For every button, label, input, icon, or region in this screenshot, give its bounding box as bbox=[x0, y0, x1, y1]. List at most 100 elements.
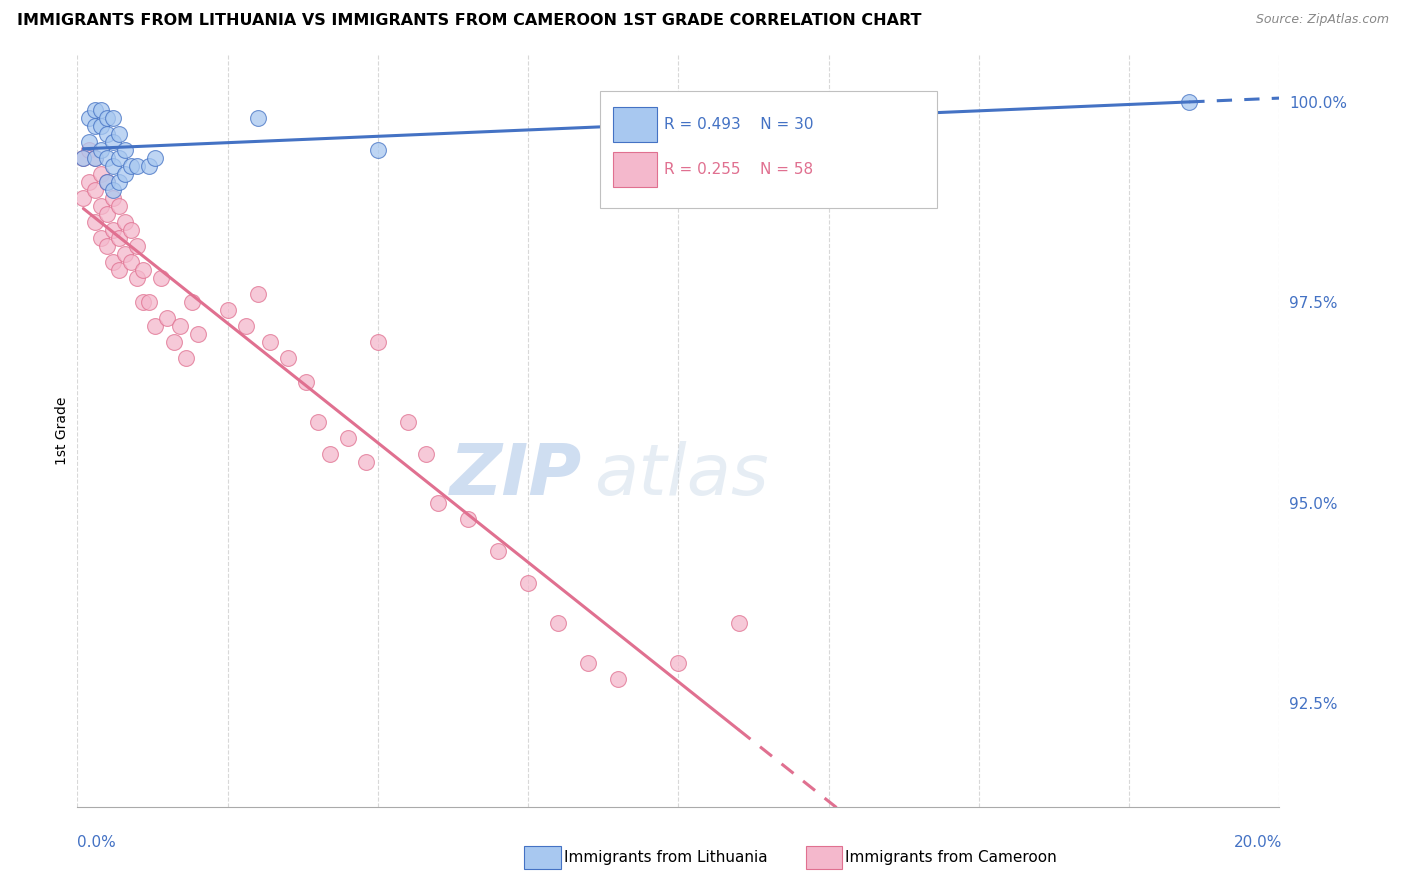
Point bbox=[84, 183, 107, 197]
Point bbox=[103, 223, 125, 237]
Point bbox=[246, 287, 269, 301]
Text: Source: ZipAtlas.com: Source: ZipAtlas.com bbox=[1256, 13, 1389, 27]
Point bbox=[114, 215, 136, 229]
Point bbox=[108, 175, 131, 189]
Point bbox=[367, 143, 389, 157]
Point bbox=[668, 656, 690, 670]
Point bbox=[294, 376, 316, 390]
Text: Immigrants from Lithuania: Immigrants from Lithuania bbox=[564, 850, 768, 864]
Point bbox=[120, 255, 142, 269]
Point bbox=[235, 319, 257, 334]
Point bbox=[96, 175, 118, 189]
Point bbox=[517, 575, 540, 590]
Point bbox=[336, 431, 359, 445]
Point bbox=[108, 199, 131, 213]
Text: Immigrants from Cameroon: Immigrants from Cameroon bbox=[845, 850, 1057, 864]
Point bbox=[84, 103, 107, 117]
Point bbox=[114, 167, 136, 181]
Point bbox=[103, 191, 125, 205]
Point bbox=[90, 231, 112, 245]
Point bbox=[727, 615, 749, 630]
Point bbox=[848, 103, 870, 117]
Point bbox=[90, 143, 112, 157]
Point bbox=[84, 151, 107, 165]
Point bbox=[108, 151, 131, 165]
Point bbox=[103, 255, 125, 269]
FancyBboxPatch shape bbox=[613, 153, 657, 187]
Point bbox=[576, 656, 599, 670]
Point bbox=[457, 511, 479, 525]
Point bbox=[96, 175, 118, 189]
Point bbox=[367, 335, 389, 350]
Point bbox=[90, 103, 112, 117]
Point bbox=[180, 295, 202, 310]
Point bbox=[162, 335, 184, 350]
Point bbox=[246, 111, 269, 125]
Point bbox=[607, 672, 630, 686]
FancyBboxPatch shape bbox=[600, 91, 936, 208]
Y-axis label: 1st Grade: 1st Grade bbox=[55, 396, 69, 465]
Point bbox=[396, 416, 419, 430]
Point bbox=[103, 111, 125, 125]
Point bbox=[127, 159, 149, 173]
Point bbox=[132, 295, 155, 310]
Point bbox=[79, 111, 101, 125]
Point bbox=[277, 351, 299, 366]
Text: 20.0%: 20.0% bbox=[1234, 836, 1282, 850]
Point bbox=[127, 239, 149, 253]
Point bbox=[96, 239, 118, 253]
Point bbox=[108, 127, 131, 141]
Point bbox=[217, 303, 239, 318]
Point bbox=[120, 223, 142, 237]
Text: atlas: atlas bbox=[595, 442, 769, 510]
Point bbox=[96, 207, 118, 221]
Point bbox=[72, 191, 94, 205]
Point bbox=[79, 135, 101, 149]
Text: 0.0%: 0.0% bbox=[77, 836, 117, 850]
Point bbox=[103, 159, 125, 173]
Point bbox=[114, 143, 136, 157]
Point bbox=[103, 183, 125, 197]
Point bbox=[427, 495, 450, 509]
Point bbox=[90, 119, 112, 133]
Point bbox=[108, 263, 131, 277]
Point bbox=[132, 263, 155, 277]
Point bbox=[138, 295, 160, 310]
Point bbox=[127, 271, 149, 285]
Point bbox=[319, 447, 342, 461]
Point bbox=[415, 447, 437, 461]
Point bbox=[169, 319, 191, 334]
Point bbox=[79, 175, 101, 189]
Point bbox=[120, 159, 142, 173]
Point bbox=[354, 455, 377, 469]
Point bbox=[72, 151, 94, 165]
Text: ZIP: ZIP bbox=[450, 442, 582, 510]
Point bbox=[156, 311, 179, 326]
Point bbox=[150, 271, 173, 285]
Point bbox=[84, 151, 107, 165]
Point bbox=[486, 543, 509, 558]
Point bbox=[1178, 95, 1201, 109]
Point bbox=[138, 159, 160, 173]
Text: R = 0.255    N = 58: R = 0.255 N = 58 bbox=[664, 162, 813, 178]
Point bbox=[187, 327, 209, 342]
Point bbox=[84, 215, 107, 229]
Point bbox=[79, 143, 101, 157]
FancyBboxPatch shape bbox=[613, 107, 657, 142]
Point bbox=[307, 416, 329, 430]
Point bbox=[72, 151, 94, 165]
Point bbox=[84, 119, 107, 133]
Point bbox=[96, 127, 118, 141]
Point bbox=[259, 335, 281, 350]
Point bbox=[174, 351, 197, 366]
Text: R = 0.493    N = 30: R = 0.493 N = 30 bbox=[664, 117, 814, 132]
Point bbox=[90, 167, 112, 181]
Point bbox=[145, 319, 167, 334]
Point bbox=[96, 111, 118, 125]
Point bbox=[103, 135, 125, 149]
Point bbox=[90, 199, 112, 213]
Text: IMMIGRANTS FROM LITHUANIA VS IMMIGRANTS FROM CAMEROON 1ST GRADE CORRELATION CHAR: IMMIGRANTS FROM LITHUANIA VS IMMIGRANTS … bbox=[17, 13, 921, 29]
Point bbox=[114, 247, 136, 261]
Point bbox=[96, 151, 118, 165]
Point bbox=[547, 615, 569, 630]
